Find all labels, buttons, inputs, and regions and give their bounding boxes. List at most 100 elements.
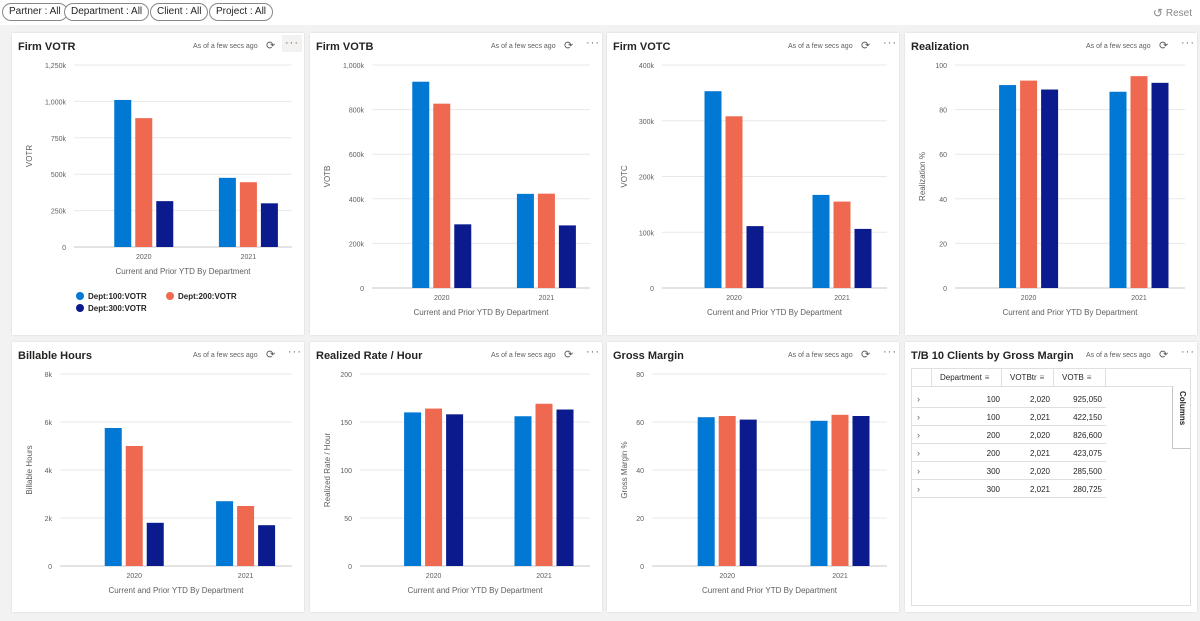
columns-panel-tab[interactable]: Columns xyxy=(1172,387,1190,449)
grid-header-expander xyxy=(912,369,932,387)
bar[interactable] xyxy=(412,81,430,288)
refresh-icon[interactable]: ⟳ xyxy=(564,40,574,52)
more-options-icon[interactable]: ··· xyxy=(1181,346,1195,358)
bar[interactable] xyxy=(104,428,122,566)
bar[interactable] xyxy=(704,91,722,288)
refresh-icon[interactable]: ⟳ xyxy=(861,40,871,52)
x-axis-label: Current and Prior YTD By Department xyxy=(702,586,838,595)
y-tick-label: 40 xyxy=(636,468,644,475)
column-menu-icon[interactable]: ≡ xyxy=(1039,373,1045,382)
bar[interactable] xyxy=(725,116,743,288)
bar[interactable] xyxy=(852,416,870,566)
refresh-icon[interactable]: ⟳ xyxy=(266,40,276,52)
more-options-icon[interactable]: ··· xyxy=(288,346,302,358)
bar[interactable] xyxy=(535,403,553,566)
table-row[interactable]: › 100 2,020 925,050 xyxy=(912,391,1106,408)
bar[interactable] xyxy=(718,416,736,566)
bar[interactable] xyxy=(146,522,164,566)
bar[interactable] xyxy=(425,408,443,566)
more-options-icon[interactable]: ··· xyxy=(282,35,302,52)
bar[interactable] xyxy=(114,99,132,247)
column-menu-icon[interactable]: ≡ xyxy=(1086,373,1092,382)
expand-row-icon[interactable]: › xyxy=(917,412,920,422)
more-options-icon[interactable]: ··· xyxy=(883,37,897,49)
more-options-icon[interactable]: ··· xyxy=(883,346,897,358)
table-row[interactable]: › 300 2,020 285,500 xyxy=(912,463,1106,480)
filter-client[interactable]: Client : All xyxy=(150,3,209,21)
bar[interactable] xyxy=(558,225,576,288)
bar[interactable] xyxy=(833,201,851,288)
bar[interactable] xyxy=(216,501,234,566)
x-tick-label: 2020 xyxy=(426,573,442,580)
bar[interactable] xyxy=(812,194,830,288)
more-options-icon[interactable]: ··· xyxy=(1181,37,1195,49)
more-options-icon[interactable]: ··· xyxy=(586,346,600,358)
bar[interactable] xyxy=(1020,80,1038,288)
refresh-icon[interactable]: ⟳ xyxy=(564,349,574,361)
bar[interactable] xyxy=(156,201,174,247)
bar[interactable] xyxy=(1130,76,1148,289)
bar[interactable] xyxy=(854,228,872,288)
bar[interactable] xyxy=(454,224,472,288)
chart-votr: 0 250k 500k 750k 1,000k 1,250k VOTR 2020 2021 Cur… xyxy=(25,63,292,313)
legend-marker xyxy=(76,304,84,312)
column-header-department[interactable]: Department ≡ xyxy=(932,369,1002,387)
chart-realization: 0 20 40 60 80 100 Realization % 2020 2021 Current… xyxy=(918,63,1185,317)
refresh-icon[interactable]: ⟳ xyxy=(861,349,871,361)
y-tick-label: 20 xyxy=(939,241,947,248)
bar[interactable] xyxy=(831,414,849,566)
table-row[interactable]: › 300 2,021 280,725 xyxy=(912,481,1106,498)
refresh-icon[interactable]: ⟳ xyxy=(1159,349,1169,361)
bar[interactable] xyxy=(999,85,1017,288)
filter-project[interactable]: Project : All xyxy=(209,3,274,21)
refresh-icon[interactable]: ⟳ xyxy=(266,349,276,361)
table-row[interactable]: › 100 2,021 422,150 xyxy=(912,409,1106,426)
bar[interactable] xyxy=(739,419,757,566)
bar[interactable] xyxy=(537,193,555,288)
bar[interactable] xyxy=(697,417,715,566)
bar[interactable] xyxy=(404,412,422,566)
filter-department[interactable]: Department : All xyxy=(64,3,150,21)
bar[interactable] xyxy=(433,103,451,288)
bar[interactable] xyxy=(125,446,143,566)
chart-billable-hours: 0 2k 4k 6k 8k Billable Hours 2020 2021 Current a… xyxy=(25,372,292,595)
bar[interactable] xyxy=(260,203,278,247)
expand-row-icon[interactable]: › xyxy=(917,466,920,476)
bar[interactable] xyxy=(746,226,764,288)
bar[interactable] xyxy=(810,420,828,566)
table-row[interactable]: › 200 2,020 826,600 xyxy=(912,427,1106,444)
column-menu-icon[interactable]: ≡ xyxy=(984,373,990,382)
tile-title: T/B 10 Clients by Gross Margin xyxy=(911,350,1074,362)
expand-row-icon[interactable]: › xyxy=(917,394,920,404)
bar[interactable] xyxy=(1151,82,1169,288)
table-row[interactable]: › 200 2,021 423,075 xyxy=(912,445,1106,462)
y-tick-label: 0 xyxy=(348,564,352,571)
cell-votbtr: 2,021 xyxy=(1029,413,1050,422)
bar[interactable] xyxy=(258,525,276,566)
bar[interactable] xyxy=(446,414,464,566)
bar[interactable] xyxy=(1109,91,1127,288)
y-tick-label: 100 xyxy=(935,63,947,70)
y-tick-label: 150 xyxy=(340,420,352,427)
more-options-icon[interactable]: ··· xyxy=(586,37,600,49)
expand-row-icon[interactable]: › xyxy=(917,430,920,440)
refresh-icon[interactable]: ⟳ xyxy=(1159,40,1169,52)
tile-title: Firm VOTC xyxy=(613,41,671,53)
reset-button[interactable]: ↺ Reset xyxy=(1153,4,1192,22)
bar[interactable] xyxy=(514,416,532,566)
filter-partner[interactable]: Partner : All xyxy=(2,3,68,21)
bar[interactable] xyxy=(135,118,153,247)
y-tick-label: 8k xyxy=(45,372,53,379)
column-header-votbtr[interactable]: VOTBtr ≡ xyxy=(1002,369,1054,387)
cell-votb: 826,600 xyxy=(1073,431,1102,440)
bar[interactable] xyxy=(218,177,236,247)
bar[interactable] xyxy=(237,506,255,566)
bar[interactable] xyxy=(1041,89,1059,288)
bar[interactable] xyxy=(516,193,534,288)
column-header-votb[interactable]: VOTB ≡ xyxy=(1054,369,1106,387)
bar[interactable] xyxy=(556,409,574,566)
expand-row-icon[interactable]: › xyxy=(917,448,920,458)
bar[interactable] xyxy=(239,182,257,247)
expand-row-icon[interactable]: › xyxy=(917,484,920,494)
y-axis-label: Gross Margin % xyxy=(620,441,629,498)
